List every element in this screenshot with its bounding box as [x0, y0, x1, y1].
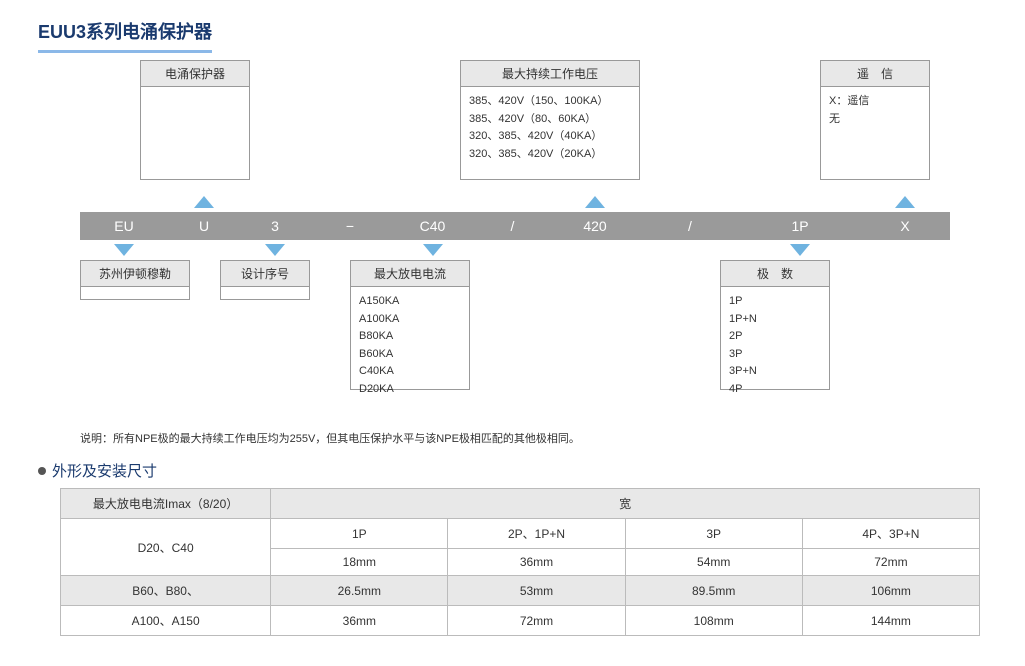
dim-cell: 89.5mm [625, 576, 802, 606]
bar-cell: U [168, 212, 240, 240]
box-voltage-body: 385、420V（150、100KA）385、420V（80、60KA）320、… [461, 87, 639, 169]
page-title: EUU3系列电涌保护器 [38, 18, 212, 53]
dim-cell: 36mm [448, 549, 625, 576]
bar-cell: − [310, 212, 390, 240]
dim-subheader: 4P、3P+N [802, 519, 979, 549]
triangle-up-protector [194, 196, 214, 208]
dim-cell: 53mm [448, 576, 625, 606]
box-remote: 遥 信 X：遥信无 [820, 60, 930, 180]
triangle-up-voltage [585, 196, 605, 208]
box-line: B60KA [359, 346, 461, 364]
box-design-header: 设计序号 [221, 261, 309, 287]
triangle-down-discharge [423, 244, 443, 256]
box-line: 1P [729, 293, 821, 311]
box-line: 3P+N [729, 363, 821, 381]
dim-subheader: 2P、1P+N [448, 519, 625, 549]
box-design: 设计序号 [220, 260, 310, 300]
dim-cell: 72mm [802, 549, 979, 576]
box-line: C40KA [359, 363, 461, 381]
bar-cell: / [640, 212, 740, 240]
box-poles-header: 极 数 [721, 261, 829, 287]
box-line: D20KA [359, 381, 461, 399]
box-discharge: 最大放电电流 A150KAA100KAB80KAB60KAC40KAD20KA [350, 260, 470, 390]
dim-cell: 108mm [625, 606, 802, 636]
bar-cell: / [475, 212, 550, 240]
box-manufacturer-body [81, 287, 189, 299]
dim-cell: 36mm [271, 606, 448, 636]
dim-cell: 26.5mm [271, 576, 448, 606]
triangle-down-design [265, 244, 285, 256]
box-line: 2P [729, 328, 821, 346]
dimensions-section-title-text: 外形及安装尺寸 [52, 460, 157, 481]
box-remote-header: 遥 信 [821, 61, 929, 87]
box-discharge-header: 最大放电电流 [351, 261, 469, 287]
dim-subheader: 3P [625, 519, 802, 549]
bar-cell: EU [80, 212, 168, 240]
dim-cell: 106mm [802, 576, 979, 606]
box-line: A150KA [359, 293, 461, 311]
box-line: 4P [729, 381, 821, 399]
box-protector-body [141, 87, 249, 99]
bar-cell: 3 [240, 212, 310, 240]
box-line: 385、420V（150、100KA） [469, 93, 631, 111]
triangle-up-remote [895, 196, 915, 208]
dimensions-section-title: 外形及安装尺寸 [38, 460, 157, 481]
bar-cell: 1P [740, 212, 860, 240]
bar-cell: X [860, 212, 950, 240]
box-manufacturer-header: 苏州伊顿穆勒 [81, 261, 189, 287]
box-line: 3P [729, 346, 821, 364]
box-protector: 电涌保护器 [140, 60, 250, 180]
box-poles: 极 数 1P1P+N2P3P3P+N4P [720, 260, 830, 390]
dim-cell: 18mm [271, 549, 448, 576]
box-remote-body: X：遥信无 [821, 87, 929, 134]
dim-header-right: 宽 [271, 489, 980, 519]
box-voltage-header: 最大持续工作电压 [461, 61, 639, 87]
note-text: 说明：所有NPE极的最大持续工作电压均为255V，但其电压保护水平与该NPE极相… [80, 430, 580, 446]
box-line: 320、385、420V（20KA） [469, 146, 631, 164]
dim-header-left: 最大放电电流Imax（8/20） [61, 489, 271, 519]
dim-cell: 72mm [448, 606, 625, 636]
box-line: 1P+N [729, 311, 821, 329]
box-line: 无 [829, 111, 921, 129]
box-line: A100KA [359, 311, 461, 329]
dim-cell: 54mm [625, 549, 802, 576]
box-line: X：遥信 [829, 93, 921, 111]
dim-row-label: B60、B80、 [61, 576, 271, 606]
model-code-bar: EUU3−C40/420/1PX [80, 212, 950, 240]
box-poles-body: 1P1P+N2P3P3P+N4P [721, 287, 829, 405]
box-line: B80KA [359, 328, 461, 346]
box-protector-header: 电涌保护器 [141, 61, 249, 87]
box-voltage: 最大持续工作电压 385、420V（150、100KA）385、420V（80、… [460, 60, 640, 180]
box-manufacturer: 苏州伊顿穆勒 [80, 260, 190, 300]
box-line: 320、385、420V（40KA） [469, 128, 631, 146]
bar-cell: 420 [550, 212, 640, 240]
box-discharge-body: A150KAA100KAB80KAB60KAC40KAD20KA [351, 287, 469, 405]
dim-row-label: D20、C40 [61, 519, 271, 576]
dim-cell: 144mm [802, 606, 979, 636]
dim-row-label: A100、A150 [61, 606, 271, 636]
dimensions-table: 最大放电电流Imax（8/20）宽D20、C401P2P、1P+N3P4P、3P… [60, 488, 980, 636]
dim-subheader: 1P [271, 519, 448, 549]
bar-cell: C40 [390, 212, 475, 240]
box-design-body [221, 287, 309, 299]
box-line: 385、420V（80、60KA） [469, 111, 631, 129]
triangle-down-manufacturer [114, 244, 134, 256]
triangle-down-poles [790, 244, 810, 256]
